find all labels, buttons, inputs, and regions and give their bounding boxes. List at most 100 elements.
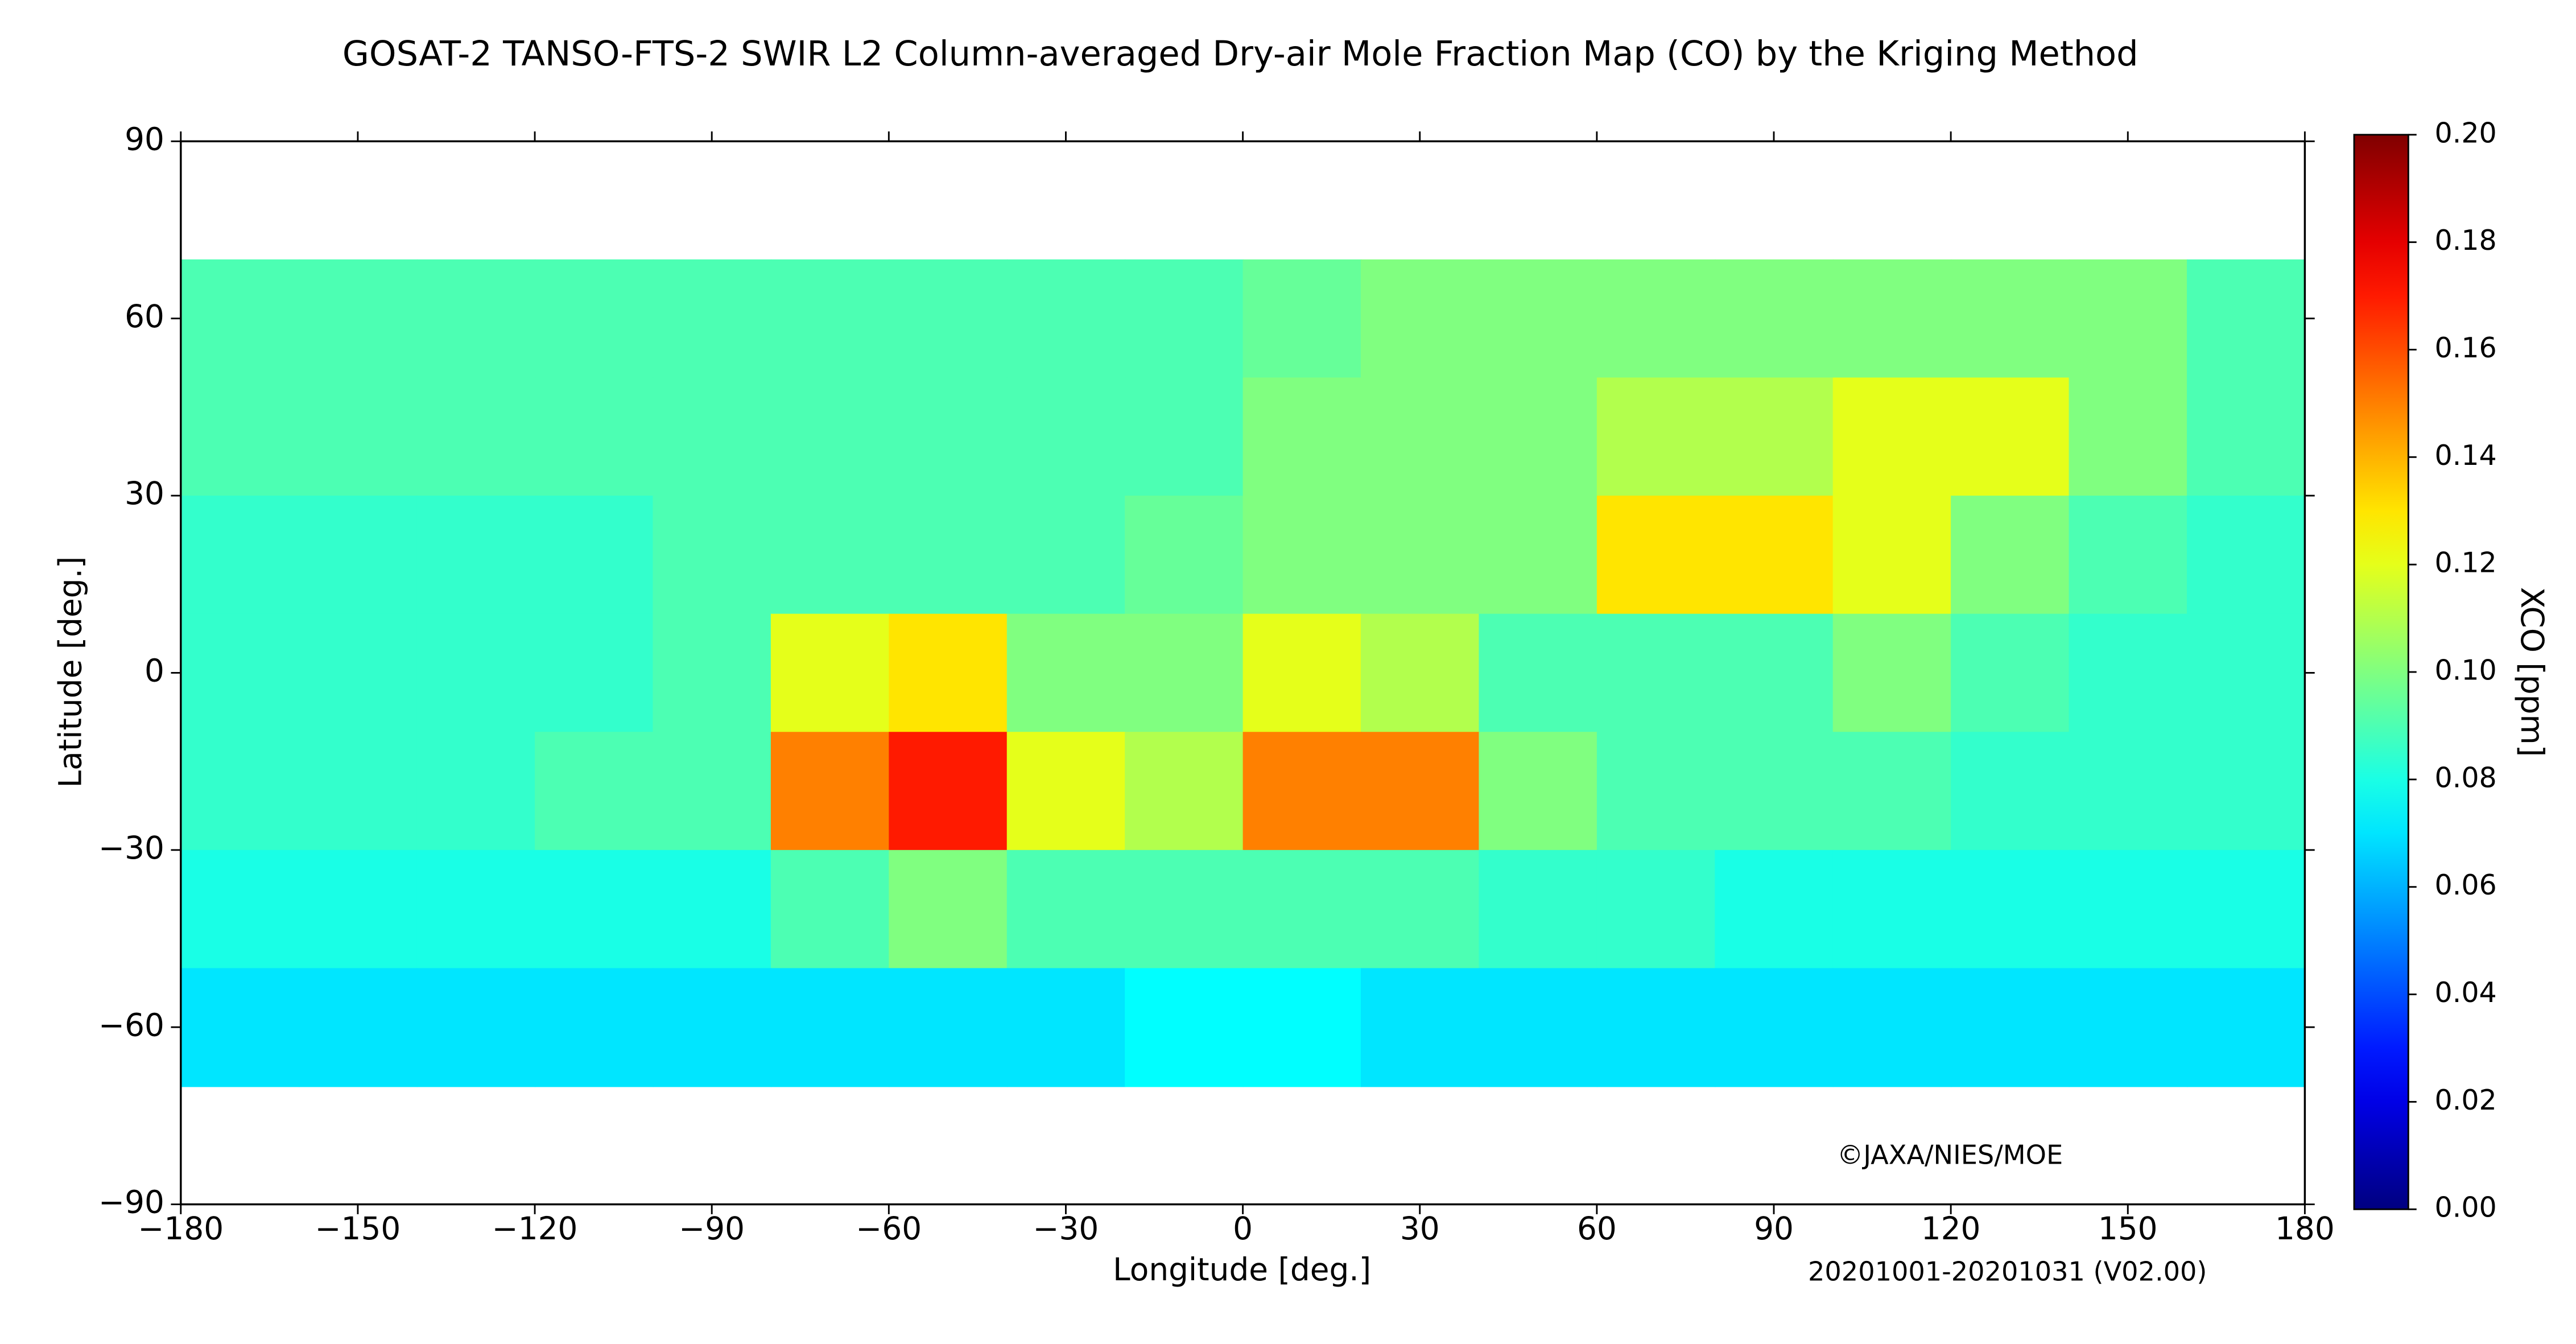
y-tick-label: −30 <box>98 830 164 866</box>
heatmap-cell <box>1361 732 1480 851</box>
heatmap-cell <box>1125 259 1244 378</box>
heatmap-cell <box>535 377 654 497</box>
heatmap-cell <box>1242 377 1362 497</box>
heatmap-cell <box>1479 850 1598 969</box>
heatmap-cell <box>299 850 418 969</box>
heatmap-cell <box>535 496 654 615</box>
heatmap-cell <box>653 732 772 851</box>
colorbar-tick-label: 0.12 <box>2434 546 2496 579</box>
heatmap-cell <box>416 968 536 1087</box>
heatmap-cell <box>1715 377 1834 497</box>
chart-title: GOSAT-2 TANSO-FTS-2 SWIR L2 Column-avera… <box>342 34 2139 74</box>
heatmap-cell <box>1715 613 1834 733</box>
heatmap-cell <box>416 613 536 733</box>
heatmap-cell <box>889 732 1008 851</box>
heatmap-cell <box>1125 850 1244 969</box>
heatmap-cell <box>180 496 300 615</box>
heatmap-cell <box>1006 850 1126 969</box>
heatmap-cell <box>180 850 300 969</box>
x-tick-label: 30 <box>1400 1210 1440 1247</box>
heatmap-cell <box>653 968 772 1087</box>
heatmap-cell <box>1715 259 1834 378</box>
colorbar-tick-label: 0.06 <box>2434 868 2496 901</box>
heatmap-cell <box>770 259 890 378</box>
heatmap-cell <box>1832 968 1952 1087</box>
heatmap-cell <box>1361 613 1480 733</box>
heatmap-cell <box>1479 732 1598 851</box>
x-tick-label: 120 <box>1921 1210 1981 1247</box>
heatmap-cell <box>299 377 418 497</box>
heatmap-cell <box>1832 259 1952 378</box>
heatmap-cell <box>180 968 300 1087</box>
heatmap-cell <box>2186 850 2306 969</box>
heatmap-cell <box>1715 496 1834 615</box>
heatmap-cell <box>535 732 654 851</box>
heatmap-cell <box>1832 732 1952 851</box>
x-tick-label: −90 <box>679 1210 745 1247</box>
heatmap-cell <box>416 496 536 615</box>
heatmap-cell <box>770 377 890 497</box>
heatmap-cell <box>1125 377 1244 497</box>
heatmap-cell <box>1832 613 1952 733</box>
heatmap-cell <box>1951 850 2070 969</box>
heatmap-cell <box>653 259 772 378</box>
heatmap-cell <box>1361 259 1480 378</box>
heatmap-cell <box>1006 377 1126 497</box>
y-tick-label: 0 <box>145 653 164 689</box>
heatmap-cell <box>535 259 654 378</box>
date-range: 20201001-20201031 (V02.00) <box>1808 1256 2207 1287</box>
heatmap-cell <box>2186 732 2306 851</box>
colorbar <box>2353 134 2409 1210</box>
heatmap-cell <box>180 732 300 851</box>
colorbar-tick-label: 0.02 <box>2434 1083 2496 1116</box>
heatmap-cell <box>2069 732 2188 851</box>
heatmap-cell <box>1006 968 1126 1087</box>
heatmap-cell <box>889 968 1008 1087</box>
heatmap-cell <box>1951 496 2070 615</box>
heatmap-cell <box>180 259 300 378</box>
x-tick-label: 90 <box>1754 1210 1794 1247</box>
heatmap-cell <box>1242 613 1362 733</box>
heatmap-cell <box>1242 259 1362 378</box>
heatmap-cell <box>2186 968 2306 1087</box>
heatmap-cell <box>1479 496 1598 615</box>
copyright: ©JAXA/NIES/MOE <box>1837 1139 2063 1170</box>
heatmap-cell <box>1596 613 1716 733</box>
heatmap-cell <box>299 732 418 851</box>
heatmap-cell <box>299 613 418 733</box>
heatmap-cell <box>1951 613 2070 733</box>
x-axis-label: Longitude [deg.] <box>1113 1251 1371 1288</box>
heatmap-cell <box>1715 968 1834 1087</box>
heatmap-cell <box>416 377 536 497</box>
x-tick-label: 0 <box>1233 1210 1253 1247</box>
heatmap-cell <box>653 613 772 733</box>
heatmap-cell <box>1596 496 1716 615</box>
heatmap-cell <box>535 613 654 733</box>
heatmap-cell <box>2069 259 2188 378</box>
heatmap-cell <box>1006 613 1126 733</box>
heatmap-cell <box>1479 613 1598 733</box>
heatmap-cell <box>889 377 1008 497</box>
heatmap-cell <box>416 259 536 378</box>
x-tick-label: −30 <box>1033 1210 1099 1247</box>
heatmap-cell <box>416 732 536 851</box>
x-tick-label: −120 <box>492 1210 578 1247</box>
heatmap-cell <box>889 259 1008 378</box>
colorbar-label: XCO [ppm] <box>2514 587 2550 757</box>
heatmap-cell <box>1006 259 1126 378</box>
heatmap-cell <box>2186 259 2306 378</box>
x-tick-label: 60 <box>1577 1210 1617 1247</box>
heatmap-cell <box>1479 968 1598 1087</box>
heatmap-cell <box>535 968 654 1087</box>
heatmap-cell <box>1125 613 1244 733</box>
heatmap-cell <box>1242 496 1362 615</box>
heatmap-cell <box>1951 377 2070 497</box>
x-tick-label: −60 <box>856 1210 922 1247</box>
heatmap-cell <box>1361 496 1480 615</box>
y-tick-label: 90 <box>125 121 164 157</box>
heatmap-cell <box>1361 968 1480 1087</box>
heatmap-cell <box>180 377 300 497</box>
y-tick-label: 60 <box>125 298 164 335</box>
